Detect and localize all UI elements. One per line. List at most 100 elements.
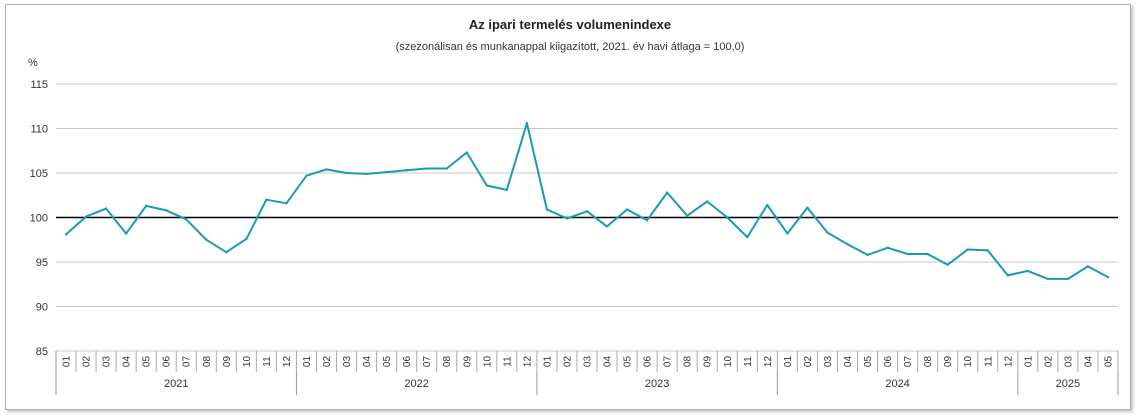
series-line-group — [64, 121, 1110, 281]
data-point — [966, 248, 969, 251]
chart-title: Az ipari termelés volumenindexe — [469, 17, 671, 32]
data-point — [445, 167, 448, 170]
data-point — [545, 208, 549, 211]
month-tick-label: 02 — [562, 356, 573, 368]
month-tick-label: 03 — [102, 356, 113, 368]
data-point — [505, 188, 509, 192]
month-tick-label: 04 — [603, 356, 614, 368]
month-tick-label: 01 — [783, 356, 794, 368]
month-tick-label: 11 — [262, 356, 273, 367]
month-tick-label: 12 — [282, 356, 293, 368]
data-point — [465, 151, 468, 154]
data-point — [846, 243, 849, 246]
data-point — [906, 252, 909, 256]
data-point — [746, 235, 749, 239]
month-tick-label: 05 — [142, 356, 153, 368]
year-label: 2024 — [885, 378, 909, 390]
month-tick-label: 05 — [382, 356, 393, 368]
data-point — [385, 170, 388, 174]
data-point — [165, 209, 168, 212]
month-tick-label: 09 — [222, 356, 233, 368]
month-tick-label: 04 — [1083, 356, 1094, 368]
data-point — [305, 174, 308, 177]
month-tick-label: 10 — [963, 356, 974, 368]
data-point — [645, 218, 649, 222]
data-point — [1006, 274, 1009, 277]
data-point — [84, 215, 88, 218]
data-point — [1086, 265, 1090, 268]
month-tick-label: 03 — [823, 356, 834, 368]
x-axis: 01 02 03 04 05 06 07 08 09 10 11 12 2021 01 02 03 04 05 06… — [55, 351, 1119, 395]
data-point — [1026, 269, 1030, 273]
month-tick-label: 07 — [182, 356, 193, 368]
data-point — [766, 203, 769, 207]
month-tick-label: 05 — [623, 356, 634, 368]
gridlines — [56, 83, 1118, 352]
month-tick-label: 03 — [342, 356, 353, 368]
data-point — [1066, 277, 1070, 281]
month-tick-label: 07 — [663, 356, 674, 368]
month-tick-label: 09 — [943, 356, 954, 368]
month-tick-label: 06 — [883, 356, 894, 368]
data-point — [205, 238, 208, 241]
month-tick-label: 11 — [502, 356, 513, 367]
data-point — [525, 121, 529, 125]
month-tick-label: 08 — [923, 356, 934, 368]
data-point — [285, 202, 288, 205]
data-point — [665, 191, 669, 194]
y-axis-tick-labels: 115 110 105 100 95 90 85 — [30, 79, 48, 358]
data-point — [706, 200, 709, 203]
data-point — [625, 208, 629, 211]
y-tick-label: 115 — [30, 79, 48, 91]
data-point — [365, 172, 368, 176]
month-tick-label: 10 — [482, 356, 493, 368]
year-label: 2025 — [1056, 378, 1080, 390]
month-tick-label: 02 — [322, 356, 333, 368]
month-tick-label: 10 — [723, 356, 734, 368]
chart-frame — [5, 4, 1131, 410]
year-label: 2022 — [404, 378, 428, 390]
month-tick-label: 02 — [1043, 356, 1054, 368]
month-tick-label: 12 — [763, 356, 774, 368]
month-tick-label: 03 — [1063, 356, 1074, 368]
chart-subtitle: (szezonálisan és munkanappal kiigazított… — [396, 41, 745, 53]
data-point — [104, 207, 108, 210]
y-tick-label: 85 — [36, 346, 48, 358]
data-point — [605, 225, 609, 228]
data-point — [485, 184, 489, 187]
data-point — [866, 253, 869, 257]
month-tick-label: 05 — [1103, 356, 1114, 368]
month-tick-label: 09 — [703, 356, 714, 368]
month-tick-label: 07 — [422, 356, 433, 368]
data-point — [946, 263, 949, 266]
month-tick-label: 06 — [402, 356, 413, 368]
y-tick-label: 95 — [36, 257, 48, 269]
data-point — [64, 233, 68, 236]
data-point — [225, 251, 228, 254]
month-tick-label: 02 — [82, 356, 93, 368]
data-point — [585, 210, 589, 213]
month-tick-label: 01 — [62, 356, 73, 368]
month-tick-label: 11 — [983, 356, 994, 367]
month-tick-label: 06 — [643, 356, 654, 368]
month-tick-label: 11 — [743, 356, 754, 367]
data-point — [1106, 275, 1110, 279]
data-point — [345, 171, 348, 175]
month-tick-label: 04 — [362, 356, 373, 368]
data-point — [886, 246, 889, 249]
year-label: 2021 — [164, 378, 188, 390]
month-tick-label: 07 — [903, 356, 914, 368]
data-point — [245, 237, 248, 241]
month-tick-label: 06 — [162, 356, 173, 368]
month-tick-label: 09 — [462, 356, 473, 368]
data-point — [726, 216, 729, 219]
data-point — [405, 169, 408, 172]
month-tick-label: 08 — [683, 356, 694, 368]
data-point — [144, 204, 148, 208]
series-line — [65, 122, 1109, 280]
y-tick-label: 105 — [30, 168, 48, 180]
data-point — [786, 232, 789, 235]
data-point — [685, 214, 689, 217]
month-tick-label: 12 — [522, 356, 533, 368]
